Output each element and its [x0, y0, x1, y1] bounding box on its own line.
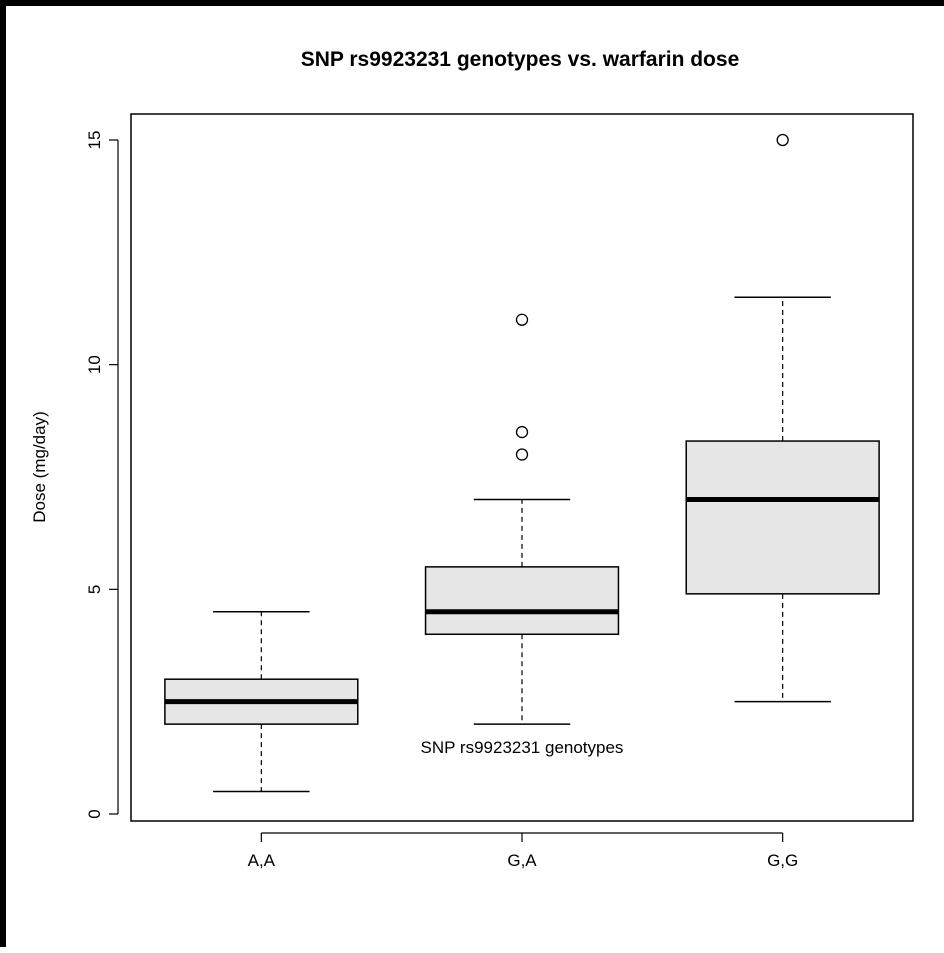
boxplot-chart: SNP rs9923231 genotypes vs. warfarin dos…	[30, 48, 914, 870]
y-axis: 0 5 10 15	[85, 131, 119, 819]
outlier-point	[776, 133, 789, 147]
box-group-g-g	[685, 133, 880, 703]
x-tick-label: A,A	[248, 851, 276, 870]
y-axis-label: Dose (mg/day)	[30, 411, 49, 522]
outlier-point	[515, 448, 529, 461]
y-tick-label: 0	[85, 809, 104, 818]
box-group-a-a	[164, 611, 359, 793]
x-axis: A,A G,A G,G	[248, 832, 798, 870]
boxes	[164, 133, 880, 793]
y-tick-label: 15	[85, 131, 104, 150]
chart-title: SNP rs9923231 genotypes vs. warfarin dos…	[301, 48, 740, 71]
x-tick-label: G,G	[767, 851, 798, 870]
outlier-point	[515, 313, 529, 326]
plot-area	[130, 113, 914, 822]
outlier-point	[515, 425, 529, 439]
x-tick-label: G,A	[507, 851, 537, 870]
iqr-box	[424, 566, 620, 636]
y-tick-label: 5	[85, 585, 104, 594]
x-axis-label: SNP rs9923231 genotypes	[421, 738, 624, 757]
iqr-box	[685, 440, 880, 595]
y-tick-label: 10	[85, 355, 104, 374]
box-group-g-a	[424, 313, 620, 725]
